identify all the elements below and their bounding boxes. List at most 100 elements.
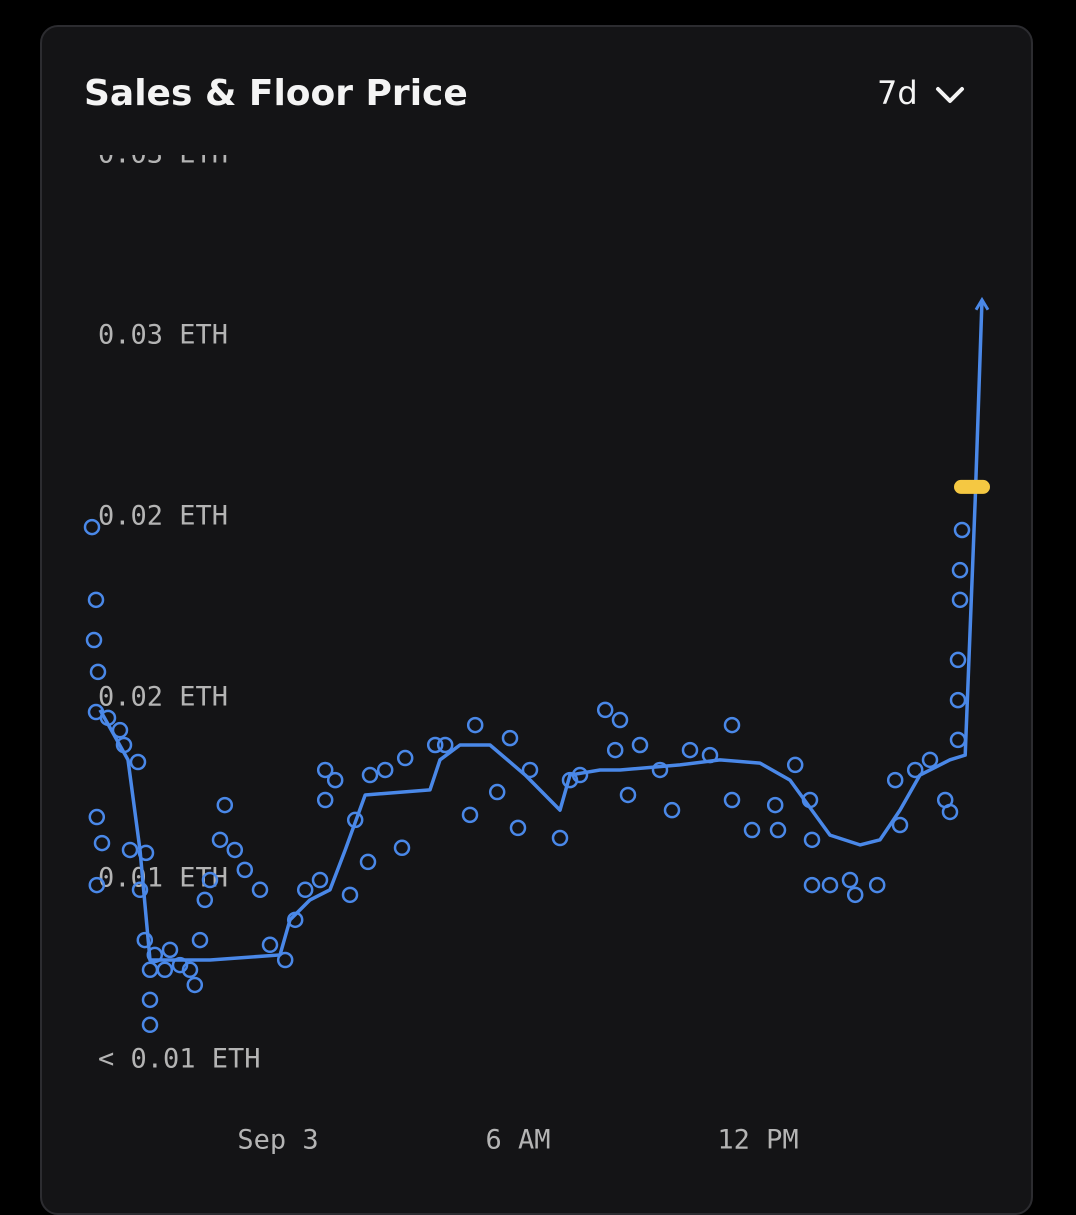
sale-point — [949, 731, 967, 749]
sale-point — [886, 771, 904, 789]
chart-title: Sales & Floor Price — [84, 73, 468, 114]
sale-point — [868, 876, 886, 894]
sale-point — [141, 991, 159, 1009]
sale-point — [161, 941, 179, 959]
sale-point — [723, 791, 741, 809]
sale-point — [226, 841, 244, 859]
sale-point — [251, 881, 269, 899]
sale-point — [551, 829, 569, 847]
sale-point — [141, 961, 159, 979]
sale-point — [596, 701, 614, 719]
sale-point — [83, 518, 101, 536]
y-tick-label: 0.02 ETH — [98, 500, 228, 531]
sale-point — [236, 861, 254, 879]
sale-point — [201, 871, 219, 889]
sale-point — [769, 821, 787, 839]
sale-point — [743, 821, 761, 839]
chevron-icon[interactable] — [936, 87, 964, 103]
sale-point — [87, 591, 105, 609]
sale-point — [436, 736, 454, 754]
range-dropdown[interactable]: 7d — [877, 74, 964, 112]
sale-point — [841, 871, 859, 889]
sale-point — [631, 736, 649, 754]
sale-point — [216, 796, 234, 814]
sale-point — [786, 756, 804, 774]
sale-point — [376, 761, 394, 779]
sale-point — [651, 761, 669, 779]
sale-point — [501, 729, 519, 747]
sale-point — [521, 761, 539, 779]
sale-point — [341, 886, 359, 904]
sale-point — [316, 791, 334, 809]
sale-point — [181, 961, 199, 979]
sale-point — [186, 976, 204, 994]
sale-point — [953, 521, 971, 539]
sale-point — [311, 871, 329, 889]
sale-point — [723, 716, 741, 734]
sale-point — [393, 839, 411, 857]
sale-point — [461, 806, 479, 824]
sale-point — [921, 751, 939, 769]
sale-point — [803, 876, 821, 894]
card — [40, 25, 1033, 1215]
sale-point — [131, 881, 149, 899]
sale-point — [906, 761, 924, 779]
sale-point — [316, 761, 334, 779]
sale-point — [141, 1016, 159, 1034]
sale-point — [606, 741, 624, 759]
sale-point — [509, 819, 527, 837]
sale-point — [681, 741, 699, 759]
sale-point — [129, 753, 147, 771]
current-marker — [954, 479, 990, 494]
sale-point — [156, 961, 174, 979]
sale-point — [261, 936, 279, 954]
sale-point — [361, 766, 379, 784]
sale-point — [121, 841, 139, 859]
sale-point — [846, 886, 864, 904]
sale-point — [426, 736, 444, 754]
sale-point — [136, 931, 154, 949]
line-end-arrow — [974, 296, 990, 311]
sale-point — [88, 876, 106, 894]
sale-point — [88, 808, 106, 826]
y-tick-label: 0.03 ETH — [98, 139, 228, 170]
sale-point — [211, 831, 229, 849]
range-label[interactable]: 7d — [877, 74, 918, 112]
x-tick-label: 12 PM — [717, 1125, 798, 1156]
x-tick-label: 6 AM — [485, 1125, 550, 1156]
sale-point — [619, 786, 637, 804]
floor-line — [98, 299, 984, 962]
sale-point — [766, 796, 784, 814]
y-tick-label: 0.01 ETH — [98, 862, 228, 893]
sale-point — [949, 691, 967, 709]
sale-point — [941, 803, 959, 821]
sale-point — [85, 631, 103, 649]
sale-point — [803, 831, 821, 849]
plot-area: 0.03 ETH 0.03 ETH 0.02 ETH 0.02 ETH 0.01 ETH… — [83, 139, 990, 1074]
y-tick-label: 0.02 ETH — [98, 681, 228, 712]
sale-point — [951, 561, 969, 579]
sale-point — [359, 853, 377, 871]
sale-point — [276, 951, 294, 969]
sale-point — [326, 771, 344, 789]
sale-point — [89, 663, 107, 681]
sale-point — [93, 834, 111, 852]
sale-point — [891, 816, 909, 834]
sale-point — [663, 801, 681, 819]
sale-point — [191, 931, 209, 949]
sale-point — [196, 891, 214, 909]
sale-point — [488, 783, 506, 801]
sale-point — [171, 956, 189, 974]
sale-point — [821, 876, 839, 894]
sale-point — [611, 711, 629, 729]
y-tick-label: < 0.01 ETH — [98, 1043, 261, 1074]
sale-point — [396, 749, 414, 767]
x-tick-label: Sep 3 — [237, 1125, 318, 1156]
sale-point — [296, 881, 314, 899]
sale-point — [949, 651, 967, 669]
sale-point — [951, 591, 969, 609]
y-tick-label: 0.03 ETH — [98, 319, 228, 350]
sale-point — [466, 716, 484, 734]
